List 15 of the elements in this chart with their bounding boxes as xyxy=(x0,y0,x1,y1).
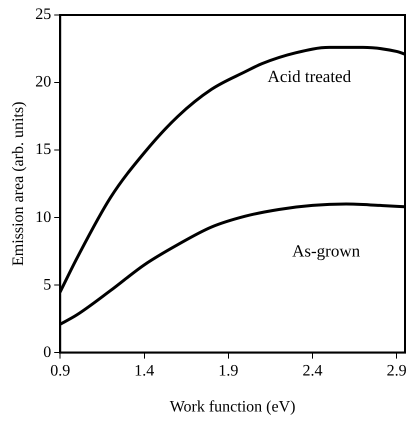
series-label: As-grown xyxy=(292,242,361,261)
x-tick-label: 0.9 xyxy=(50,362,70,380)
x-tick-label: 2.4 xyxy=(302,362,322,380)
y-tick-label: 25 xyxy=(35,6,52,24)
y-tick-label: 5 xyxy=(43,276,52,294)
y-axis-title: Emission area (arb. units) xyxy=(10,102,27,266)
series-label: Acid treated xyxy=(268,66,352,86)
y-tick-label: 15 xyxy=(35,141,52,158)
y-tick-label: 10 xyxy=(35,208,52,226)
x-tick-label: 1.9 xyxy=(218,362,238,380)
y-tick-label: 20 xyxy=(35,74,52,91)
x-tick-label: 1.4 xyxy=(134,362,154,380)
y-tick-label: 0 xyxy=(43,344,52,361)
x-axis-title: Work function (eV) xyxy=(170,398,296,416)
x-tick-label: 2.9 xyxy=(386,362,407,380)
